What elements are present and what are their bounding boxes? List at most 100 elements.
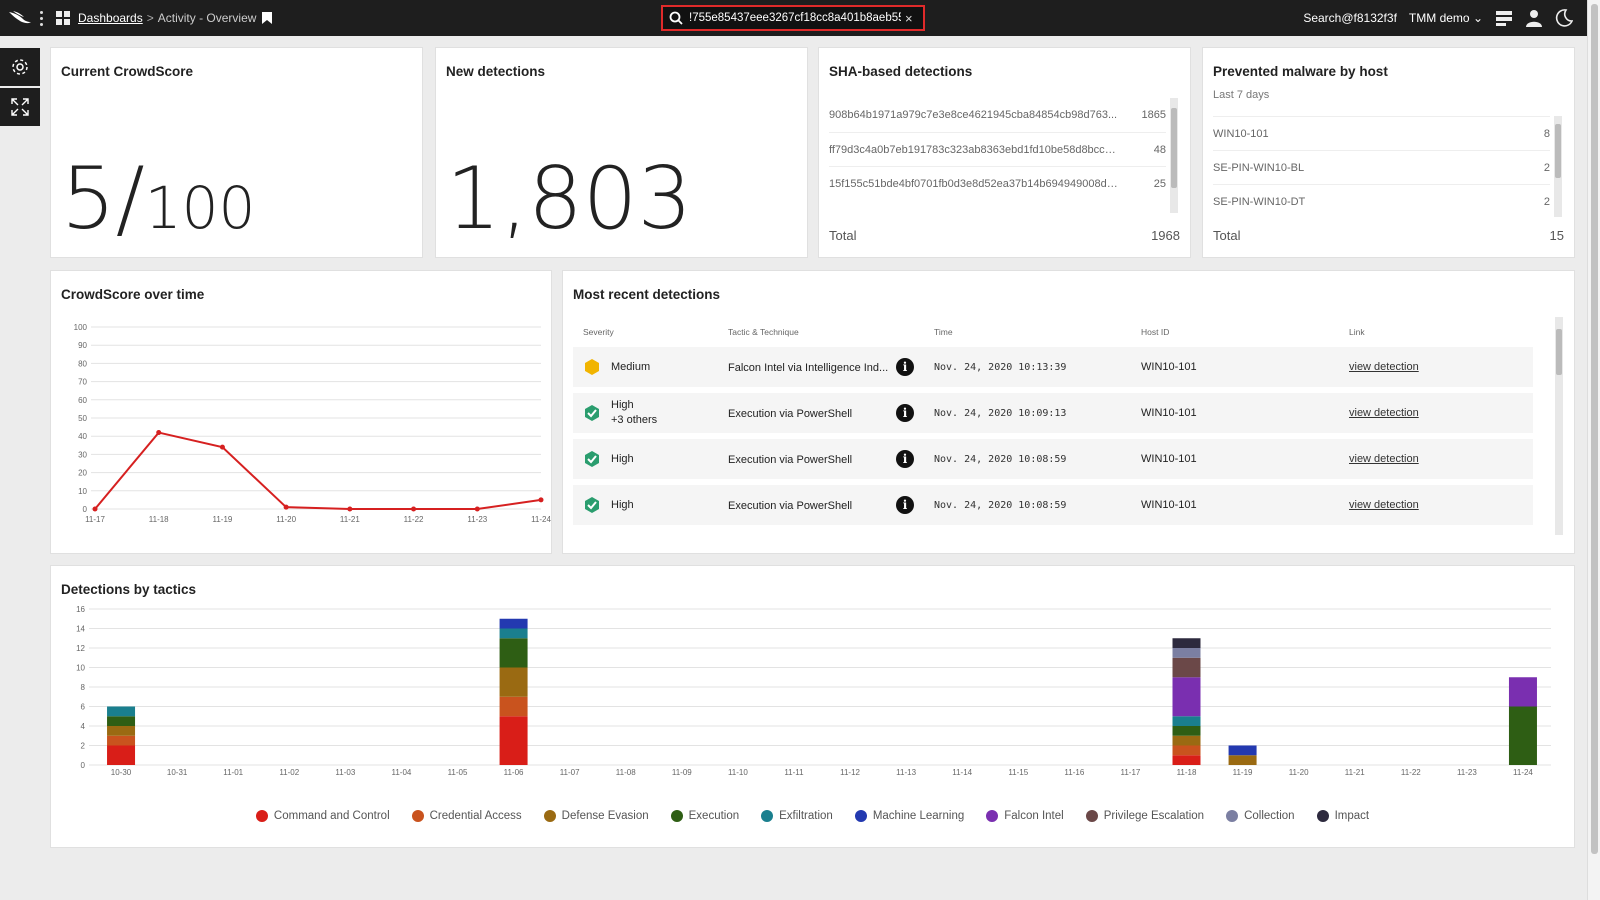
fullscreen-button[interactable] — [0, 88, 40, 126]
legend-item[interactable]: Defense Evasion — [543, 810, 649, 822]
x-tick-label: 11-17 — [1120, 768, 1140, 777]
recent-table-scroll-thumb[interactable] — [1556, 329, 1562, 375]
data-point — [219, 444, 225, 450]
settings-button[interactable] — [0, 48, 40, 86]
legend-item[interactable]: Collection — [1226, 810, 1295, 822]
y-tick-label: 2 — [81, 742, 86, 751]
legend-item[interactable]: Exfiltration — [761, 810, 833, 822]
org-switcher[interactable]: TMM demo ⌄ — [1409, 11, 1483, 25]
clear-search-icon[interactable]: × — [905, 10, 913, 26]
info-icon[interactable]: i — [896, 358, 915, 376]
link-cell: view detection — [1339, 393, 1533, 433]
x-tick-label: 11-23 — [1457, 768, 1477, 777]
column-header[interactable]: Link — [1349, 327, 1365, 337]
legend-item[interactable]: Impact — [1316, 810, 1369, 822]
legend-item[interactable]: Command and Control — [255, 810, 390, 822]
recent-table-scrollbar[interactable] — [1555, 317, 1563, 535]
view-detection-link[interactable]: view detection — [1349, 361, 1419, 373]
total-value: 1968 — [1151, 228, 1180, 243]
page-scrollbar[interactable] — [1587, 0, 1600, 900]
falcon-logo-icon[interactable] — [8, 9, 32, 27]
time-text: Nov. 24, 2020 10:08:59 — [934, 500, 1067, 511]
sha-list-scroll-thumb[interactable] — [1171, 108, 1177, 188]
time-cell: Nov. 24, 2020 10:09:13 — [924, 393, 1131, 433]
info-icon[interactable]: i — [896, 450, 915, 468]
table-row[interactable]: High Execution via PowerShell i Nov. 24,… — [573, 439, 1533, 479]
x-tick-label: 11-12 — [840, 768, 860, 777]
breadcrumb-dashboards-link[interactable]: Dashboards — [78, 11, 143, 25]
legend-label: Defense Evasion — [561, 810, 649, 822]
search-box[interactable]: !755e85437eee3267cf18cc8a401b8aeb55e × — [661, 5, 925, 31]
legend-item[interactable]: Privilege Escalation — [1085, 810, 1205, 822]
host-count: 8 — [1543, 127, 1550, 140]
tactic-text: Falcon Intel via Intelligence Ind... — [728, 362, 889, 375]
more-menu-icon[interactable] — [40, 10, 44, 26]
table-row[interactable]: Medium Falcon Intel via Intelligence Ind… — [573, 347, 1533, 387]
sha-count: 48 — [1153, 143, 1166, 156]
y-tick-label: 12 — [76, 644, 85, 653]
data-point — [92, 506, 98, 512]
table-row[interactable]: High +3 others Execution via PowerShell i… — [573, 393, 1533, 433]
legend-label: Privilege Escalation — [1103, 810, 1205, 822]
sha-row[interactable]: ff79d3c4a0b7eb191783c323ab8363ebd1fd10be… — [829, 132, 1166, 166]
tactics-bar-chart: 0 2 4 6 8 10 12 14 16 10-30 10-31 11-01 11-02 11-03 11… — [76, 605, 1551, 777]
y-tick-label: 20 — [78, 469, 87, 478]
column-header[interactable]: Host ID — [1141, 327, 1170, 337]
user-icon[interactable] — [1525, 9, 1543, 27]
legend-item[interactable]: Machine Learning — [854, 810, 964, 822]
bar-segment — [499, 696, 528, 717]
table-row[interactable]: High Execution via PowerShell i Nov. 24,… — [573, 485, 1533, 525]
data-point — [283, 504, 289, 510]
search-icon — [669, 11, 683, 25]
host-count: 2 — [1543, 195, 1550, 208]
card-title: CrowdScore over time — [61, 287, 205, 302]
x-tick-label: 11-24 — [1513, 768, 1533, 777]
info-icon[interactable]: i — [896, 496, 915, 514]
column-header[interactable]: Time — [934, 327, 953, 337]
severity-label: High — [611, 453, 634, 465]
dashboard-grid-icon[interactable] — [56, 11, 70, 25]
column-header[interactable]: Tactic & Technique — [728, 327, 799, 337]
severity-label: High — [611, 399, 634, 411]
host-cell: WIN10-101 — [1131, 439, 1339, 479]
x-tick-label: 11-05 — [448, 768, 468, 777]
bar-segment — [1172, 648, 1201, 658]
search-input[interactable]: !755e85437eee3267cf18cc8a401b8aeb55e — [689, 12, 901, 24]
host-list-scroll-thumb[interactable] — [1555, 124, 1561, 178]
breadcrumb: Dashboards > Activity - Overview — [78, 11, 256, 25]
x-tick-label: 10-30 — [111, 768, 132, 777]
host-row[interactable]: WIN10-101 8 — [1213, 116, 1550, 150]
bar-segment — [107, 735, 136, 746]
page-scrollbar-thumb[interactable] — [1591, 4, 1598, 854]
host-row[interactable]: SE-PIN-WIN10-BL 2 — [1213, 150, 1550, 184]
y-tick-label: 100 — [74, 323, 88, 332]
sha-row[interactable]: 908b64b1971a979c7e3e8ce4621945cba84854cb… — [829, 98, 1166, 132]
sha-list-scrollbar[interactable] — [1170, 98, 1178, 213]
sha-row[interactable]: 15f155c51bde4bf0701fb0d3e8d52ea37b14b694… — [829, 166, 1166, 200]
bar-segment — [499, 638, 528, 668]
legend-label: Execution — [688, 810, 740, 822]
host-name: SE-PIN-WIN10-DT — [1213, 195, 1306, 208]
legend-item[interactable]: Credential Access — [411, 810, 522, 822]
prevented-malware-card: Prevented malware by host Last 7 days WI… — [1202, 47, 1575, 258]
info-icon[interactable]: i — [896, 404, 915, 422]
bookmark-icon[interactable] — [262, 12, 273, 24]
crowdscore-over-time-card: CrowdScore over time 0 10 20 30 40 50 60 70 80 90… — [50, 270, 552, 554]
view-detection-link[interactable]: view detection — [1349, 407, 1419, 419]
x-tick-label: 11-04 — [391, 768, 411, 777]
data-point — [411, 506, 417, 512]
host-list-scrollbar[interactable] — [1554, 116, 1562, 217]
legend-item[interactable]: Falcon Intel — [986, 810, 1064, 822]
host-row[interactable]: SE-PIN-WIN10-DT 2 — [1213, 184, 1550, 217]
dark-mode-icon[interactable] — [1555, 9, 1573, 27]
view-detection-link[interactable]: view detection — [1349, 453, 1419, 465]
legend-item[interactable]: Execution — [670, 810, 740, 822]
column-header[interactable]: Severity — [583, 327, 614, 337]
expand-icon — [11, 98, 29, 116]
view-detection-link[interactable]: view detection — [1349, 499, 1419, 511]
x-tick-label: 11-21 — [340, 515, 360, 524]
x-tick-label: 11-06 — [504, 768, 524, 777]
x-tick-label: 11-15 — [1008, 768, 1028, 777]
notifications-icon[interactable] — [1495, 9, 1513, 27]
bar-segment — [1228, 755, 1257, 765]
